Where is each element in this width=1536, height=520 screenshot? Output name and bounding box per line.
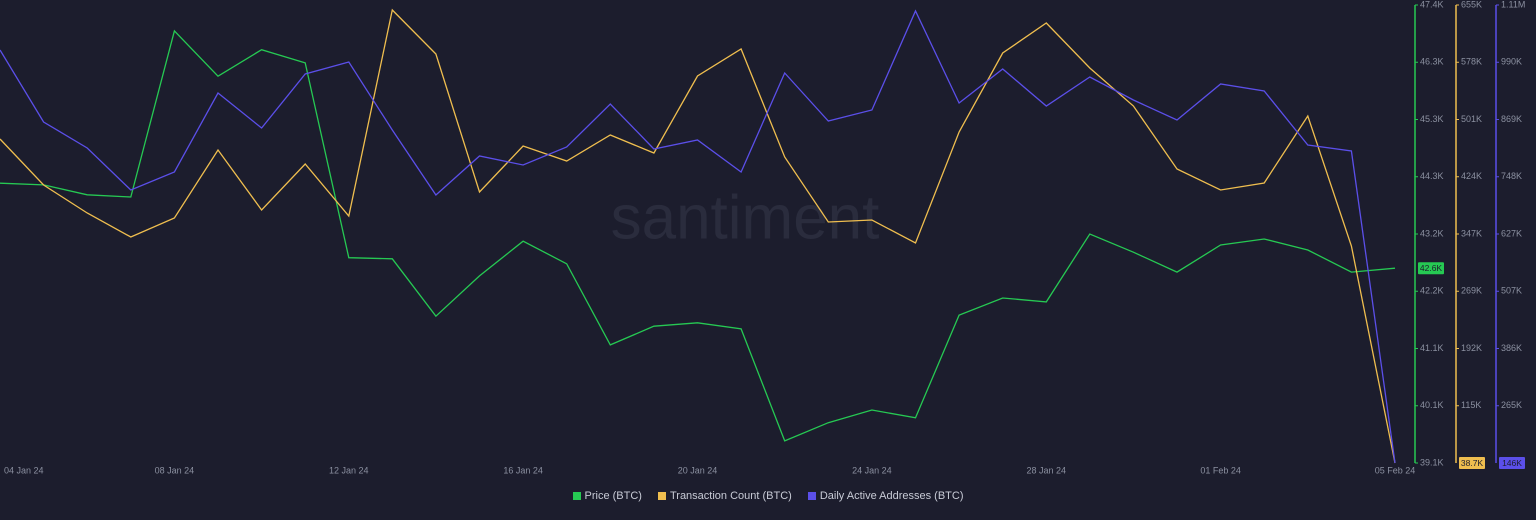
y-tick-label: 44.3K [1420, 171, 1444, 181]
y-tick-label: 43.2K [1420, 228, 1444, 238]
x-tick-label: 16 Jan 24 [503, 465, 543, 475]
y-tick-label: 1.11M [1501, 0, 1525, 9]
legend-item[interactable]: Transaction Count (BTC) [657, 490, 792, 502]
legend-label: Price (BTC) [584, 490, 642, 502]
last-value-badge: 146K [1499, 457, 1525, 469]
x-tick-label: 08 Jan 24 [155, 465, 195, 475]
x-tick-label: 12 Jan 24 [329, 465, 369, 475]
y-tick-label: 507K [1501, 286, 1522, 296]
x-tick-label: 20 Jan 24 [678, 465, 718, 475]
x-tick-label: 05 Feb 24 [1375, 465, 1416, 475]
badge-label: 146K [1502, 458, 1522, 468]
badge-bg [1418, 262, 1444, 275]
y-tick-label: 265K [1501, 400, 1522, 410]
line-series [0, 9, 1396, 464]
y-tick-label: 40.1K [1420, 400, 1444, 410]
x-tick-label: 04 Jan 24 [4, 465, 44, 475]
chart: santiment 04 Jan 24 08 Jan 24 12 Jan 24 16 … [0, 0, 1525, 475]
line-series [0, 8, 1396, 464]
y-tick-label: 41.1K [1420, 343, 1444, 353]
x-tick-label: 01 Feb 24 [1200, 465, 1241, 475]
legend-label: Transaction Count (BTC) [669, 490, 792, 502]
last-value-badge: 38.7K [1459, 457, 1485, 469]
legend: Price (BTC) Transaction Count (BTC) Daily … [0, 490, 1536, 502]
y-tick-label: 46.3K [1420, 57, 1444, 67]
legend-item[interactable]: Price (BTC) [572, 490, 642, 502]
badge-bg [1499, 457, 1525, 469]
badge-bg [1459, 457, 1485, 469]
watermark: santiment [611, 183, 880, 252]
y-tick-label: 192K [1461, 343, 1482, 353]
legend-label: Daily Active Addresses (BTC) [819, 490, 964, 502]
x-tick-label: 24 Jan 24 [852, 465, 892, 475]
y-tick-label: 42.2K [1420, 286, 1444, 296]
badge-label: 42.6K [1420, 263, 1443, 273]
y-tick-label: 655K [1461, 0, 1482, 9]
y-tick-label: 45.3K [1420, 114, 1444, 124]
legend-swatch [572, 492, 581, 500]
y-tick-label: 39.1K [1420, 457, 1444, 467]
last-value-badge: 42.6K [1418, 262, 1444, 275]
y-tick-label: 424K [1461, 171, 1482, 181]
y-tick-label: 748K [1501, 171, 1522, 181]
legend-swatch [807, 492, 816, 500]
y-tick-label: 47.4K [1420, 0, 1444, 9]
y-tick-label: 578K [1461, 57, 1482, 67]
y-tick-label: 347K [1461, 228, 1482, 238]
y-tick-label: 869K [1501, 114, 1522, 124]
y-tick-label: 990K [1501, 57, 1522, 67]
badge-label: 38.7K [1461, 458, 1484, 468]
legend-item[interactable]: Daily Active Addresses (BTC) [807, 490, 964, 502]
y-tick-label: 115K [1461, 400, 1481, 410]
y-tick-label: 627K [1501, 228, 1522, 238]
x-tick-label: 28 Jan 24 [1026, 465, 1066, 475]
y-tick-label: 386K [1501, 343, 1522, 353]
y-tick-label: 269K [1461, 286, 1482, 296]
y-tick-label: 501K [1461, 114, 1482, 124]
line-series [0, 29, 1396, 442]
legend-swatch [657, 492, 666, 500]
